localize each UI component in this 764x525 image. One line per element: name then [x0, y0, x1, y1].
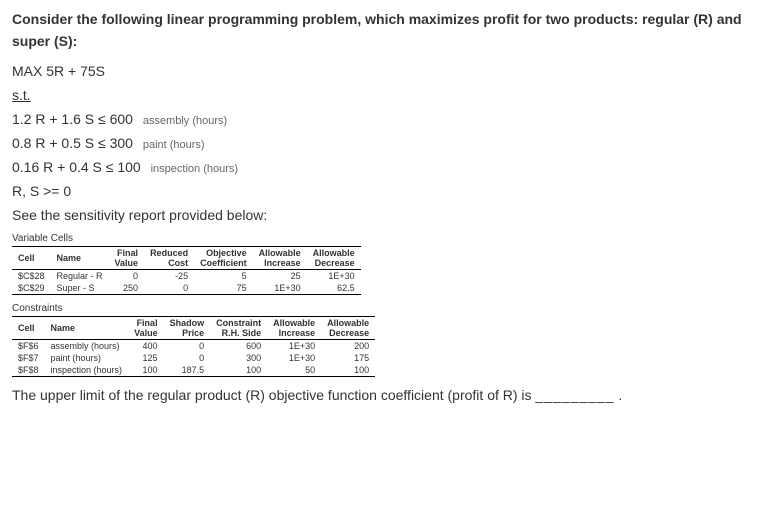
cell-inc: 50	[267, 364, 321, 377]
header-cell: Cell	[12, 246, 51, 269]
header-decrease: AllowableDecrease	[307, 246, 361, 269]
cell-reduced: 0	[144, 282, 194, 295]
cell-inc: 1E+30	[267, 352, 321, 364]
variable-cells-title: Variable Cells	[12, 233, 752, 244]
header-increase: AllowableIncrease	[267, 316, 321, 339]
table-header-row: Cell Name FinalValue ReducedCost Objecti…	[12, 246, 361, 269]
cell-inc: 1E+30	[267, 339, 321, 352]
cell-coef: 75	[194, 282, 253, 295]
table-row: $F$8 inspection (hours) 100 187.5 100 50…	[12, 364, 375, 377]
cell-final: 250	[109, 282, 145, 295]
variable-cells-table: Cell Name FinalValue ReducedCost Objecti…	[12, 246, 361, 295]
cell-name: Super - S	[51, 282, 109, 295]
cell-name: paint (hours)	[45, 352, 129, 364]
subject-to-label: s.t.	[12, 87, 752, 103]
header-decrease: AllowableDecrease	[321, 316, 375, 339]
constraint-label: assembly (hours)	[143, 115, 227, 127]
header-cell: Cell	[12, 316, 45, 339]
cell-dec: 1E+30	[307, 269, 361, 282]
constraint-expr: 1.2 R + 1.6 S ≤ 600	[12, 111, 133, 127]
header-name: Name	[51, 246, 109, 269]
table-row: $F$6 assembly (hours) 400 0 600 1E+30 20…	[12, 339, 375, 352]
cell-rhs: 300	[210, 352, 267, 364]
period: .	[618, 387, 622, 403]
cell-name: inspection (hours)	[45, 364, 129, 377]
question-intro: Consider the following linear programmin…	[12, 8, 752, 53]
table-row: $C$29 Super - S 250 0 75 1E+30 62.5	[12, 282, 361, 295]
header-reduced: ReducedCost	[144, 246, 194, 269]
table-header-row: Cell Name FinalValue ShadowPrice Constra…	[12, 316, 375, 339]
table-row: $F$7 paint (hours) 125 0 300 1E+30 175	[12, 352, 375, 364]
constraint-label: paint (hours)	[143, 139, 205, 151]
cell-final: 100	[128, 364, 164, 377]
nonnegativity: R, S >= 0	[12, 183, 752, 199]
cell-final: 0	[109, 269, 145, 282]
cell-dec: 100	[321, 364, 375, 377]
header-final: FinalValue	[128, 316, 164, 339]
header-shadow: ShadowPrice	[164, 316, 211, 339]
cell-dec: 200	[321, 339, 375, 352]
cell-final: 125	[128, 352, 164, 364]
cell-name: assembly (hours)	[45, 339, 129, 352]
cell-coef: 5	[194, 269, 253, 282]
constraint-assembly: 1.2 R + 1.6 S ≤ 600 assembly (hours)	[12, 111, 752, 127]
cell-ref: $C$28	[12, 269, 51, 282]
answer-blank[interactable]: _________	[535, 387, 614, 403]
cell-ref: $F$6	[12, 339, 45, 352]
cell-rhs: 600	[210, 339, 267, 352]
constraint-inspection: 0.16 R + 0.4 S ≤ 100 inspection (hours)	[12, 159, 752, 175]
constraint-label: inspection (hours)	[151, 163, 238, 175]
objective-function: MAX 5R + 75S	[12, 63, 752, 79]
report-intro: See the sensitivity report provided belo…	[12, 207, 752, 223]
constraint-expr: 0.16 R + 0.4 S ≤ 100	[12, 159, 141, 175]
cell-shadow: 0	[164, 339, 211, 352]
cell-shadow: 187.5	[164, 364, 211, 377]
header-final: FinalValue	[109, 246, 145, 269]
header-name: Name	[45, 316, 129, 339]
cell-reduced: -25	[144, 269, 194, 282]
cell-inc: 25	[253, 269, 307, 282]
cell-ref: $C$29	[12, 282, 51, 295]
answer-prompt: The upper limit of the regular product (…	[12, 387, 532, 403]
constraints-title: Constraints	[12, 303, 752, 314]
cell-final: 400	[128, 339, 164, 352]
cell-dec: 62.5	[307, 282, 361, 295]
cell-ref: $F$7	[12, 352, 45, 364]
answer-prompt-line: The upper limit of the regular product (…	[12, 387, 752, 403]
table-row: $C$28 Regular - R 0 -25 5 25 1E+30	[12, 269, 361, 282]
cell-rhs: 100	[210, 364, 267, 377]
cell-inc: 1E+30	[253, 282, 307, 295]
header-rhs: ConstraintR.H. Side	[210, 316, 267, 339]
constraint-expr: 0.8 R + 0.5 S ≤ 300	[12, 135, 133, 151]
cell-shadow: 0	[164, 352, 211, 364]
cell-dec: 175	[321, 352, 375, 364]
cell-name: Regular - R	[51, 269, 109, 282]
constraint-paint: 0.8 R + 0.5 S ≤ 300 paint (hours)	[12, 135, 752, 151]
header-objective: ObjectiveCoefficient	[194, 246, 253, 269]
cell-ref: $F$8	[12, 364, 45, 377]
constraints-table: Cell Name FinalValue ShadowPrice Constra…	[12, 316, 375, 377]
header-increase: AllowableIncrease	[253, 246, 307, 269]
